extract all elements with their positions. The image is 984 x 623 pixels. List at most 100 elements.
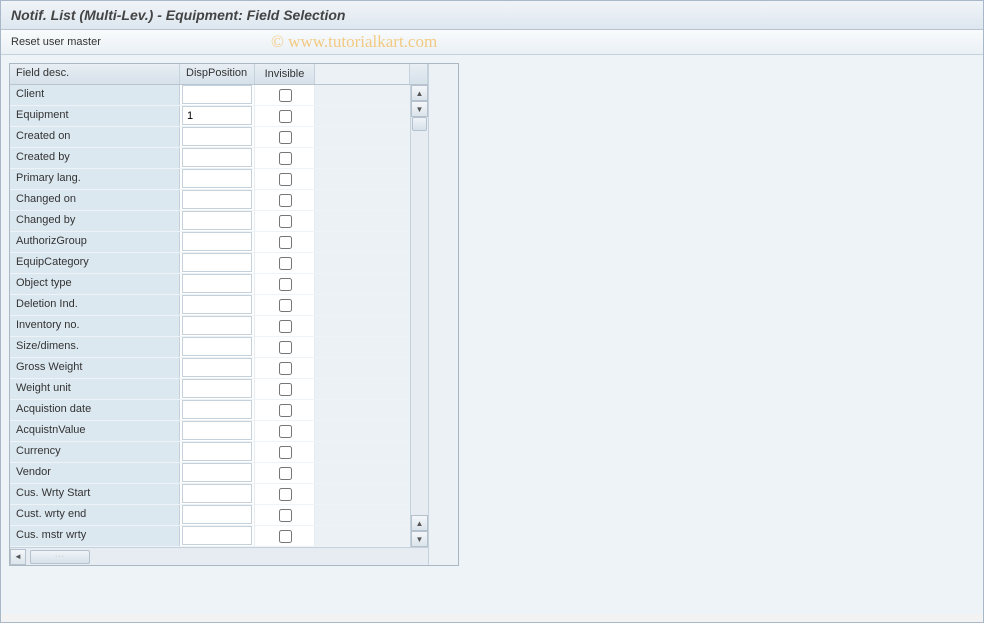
- vertical-scroll-thumb[interactable]: [412, 117, 427, 131]
- field-desc-cell[interactable]: EquipCategory: [10, 253, 180, 273]
- invisible-checkbox[interactable]: [279, 341, 292, 354]
- field-desc-cell[interactable]: Gross Weight: [10, 358, 180, 378]
- invisible-checkbox[interactable]: [279, 383, 292, 396]
- field-desc-cell[interactable]: AcquistnValue: [10, 421, 180, 441]
- reset-user-master-link[interactable]: Reset user master: [11, 36, 101, 48]
- field-desc-cell[interactable]: Inventory no.: [10, 316, 180, 336]
- disp-position-input[interactable]: [182, 442, 252, 461]
- vertical-scrollbar[interactable]: ▲ ▼ ▲ ▼: [410, 85, 428, 547]
- field-desc-cell[interactable]: Vendor: [10, 463, 180, 483]
- invisible-checkbox[interactable]: [279, 152, 292, 165]
- invisible-checkbox[interactable]: [279, 509, 292, 522]
- invisible-checkbox[interactable]: [279, 488, 292, 501]
- field-desc-cell[interactable]: Acquistion date: [10, 400, 180, 420]
- invisible-checkbox[interactable]: [279, 362, 292, 375]
- column-header-scroll-spacer: [410, 64, 428, 84]
- vertical-scroll-track[interactable]: [411, 117, 428, 515]
- disp-position-input[interactable]: [182, 421, 252, 440]
- config-column: [428, 64, 458, 565]
- invisible-checkbox[interactable]: [279, 173, 292, 186]
- field-desc-cell[interactable]: Primary lang.: [10, 169, 180, 189]
- disp-position-input[interactable]: [182, 127, 252, 146]
- field-desc-cell[interactable]: Cus. mstr wrty: [10, 526, 180, 546]
- disp-position-input[interactable]: [182, 316, 252, 335]
- invisible-checkbox[interactable]: [279, 404, 292, 417]
- field-desc-cell[interactable]: Created on: [10, 127, 180, 147]
- invisible-checkbox[interactable]: [279, 194, 292, 207]
- disp-position-input[interactable]: [182, 211, 252, 230]
- invisible-cell: [255, 211, 315, 231]
- row-spacer: [315, 148, 410, 168]
- invisible-checkbox[interactable]: [279, 215, 292, 228]
- disp-position-input[interactable]: [182, 169, 252, 188]
- invisible-checkbox[interactable]: [279, 320, 292, 333]
- row-spacer: [315, 526, 410, 546]
- column-header-field-desc[interactable]: Field desc.: [10, 64, 180, 84]
- disp-position-input[interactable]: [182, 148, 252, 167]
- invisible-checkbox[interactable]: [279, 530, 292, 543]
- field-desc-cell[interactable]: Currency: [10, 442, 180, 462]
- invisible-checkbox[interactable]: [279, 278, 292, 291]
- invisible-cell: [255, 337, 315, 357]
- table-row: Client: [10, 85, 458, 106]
- horizontal-scrollbar[interactable]: ◄ ··· ►: [10, 547, 458, 565]
- field-desc-cell[interactable]: Weight unit: [10, 379, 180, 399]
- horizontal-scroll-track[interactable]: ···: [28, 550, 440, 564]
- invisible-checkbox[interactable]: [279, 299, 292, 312]
- field-desc-cell[interactable]: Client: [10, 85, 180, 105]
- watermark-text: © www.tutorialkart.com: [271, 32, 437, 52]
- disp-position-cell: [180, 274, 255, 294]
- field-desc-cell[interactable]: Created by: [10, 148, 180, 168]
- disp-position-input[interactable]: [182, 85, 252, 104]
- disp-position-input[interactable]: [182, 379, 252, 398]
- disp-position-input[interactable]: [182, 400, 252, 419]
- disp-position-input[interactable]: [182, 190, 252, 209]
- scroll-down-button[interactable]: ▼: [411, 101, 428, 117]
- scroll-up-button-2[interactable]: ▲: [411, 515, 428, 531]
- table-row: Cust. wrty end: [10, 505, 458, 526]
- disp-position-cell: [180, 526, 255, 546]
- field-desc-cell[interactable]: Equipment: [10, 106, 180, 126]
- disp-position-input[interactable]: [182, 463, 252, 482]
- table-row: Gross Weight: [10, 358, 458, 379]
- disp-position-input[interactable]: [182, 106, 252, 125]
- disp-position-input[interactable]: [182, 253, 252, 272]
- disp-position-input[interactable]: [182, 358, 252, 377]
- disp-position-cell: [180, 190, 255, 210]
- field-desc-cell[interactable]: Cust. wrty end: [10, 505, 180, 525]
- field-desc-cell[interactable]: Changed by: [10, 211, 180, 231]
- disp-position-input[interactable]: [182, 295, 252, 314]
- scroll-up-button[interactable]: ▲: [411, 85, 428, 101]
- field-desc-cell[interactable]: Deletion Ind.: [10, 295, 180, 315]
- disp-position-input[interactable]: [182, 526, 252, 545]
- invisible-checkbox[interactable]: [279, 446, 292, 459]
- row-spacer: [315, 463, 410, 483]
- invisible-checkbox[interactable]: [279, 425, 292, 438]
- invisible-checkbox[interactable]: [279, 89, 292, 102]
- invisible-checkbox[interactable]: [279, 131, 292, 144]
- invisible-checkbox[interactable]: [279, 236, 292, 249]
- invisible-checkbox[interactable]: [279, 467, 292, 480]
- field-desc-cell[interactable]: Changed on: [10, 190, 180, 210]
- field-desc-cell[interactable]: Size/dimens.: [10, 337, 180, 357]
- field-desc-cell[interactable]: Object type: [10, 274, 180, 294]
- invisible-cell: [255, 232, 315, 252]
- row-spacer: [315, 400, 410, 420]
- disp-position-input[interactable]: [182, 274, 252, 293]
- horizontal-scroll-thumb[interactable]: ···: [30, 550, 90, 564]
- scroll-down-button-2[interactable]: ▼: [411, 531, 428, 547]
- disp-position-input[interactable]: [182, 484, 252, 503]
- disp-position-input[interactable]: [182, 505, 252, 524]
- invisible-checkbox[interactable]: [279, 110, 292, 123]
- table-body: ClientEquipmentCreated onCreated byPrima…: [10, 85, 458, 547]
- table-row: Size/dimens.: [10, 337, 458, 358]
- disp-position-input[interactable]: [182, 232, 252, 251]
- invisible-checkbox[interactable]: [279, 257, 292, 270]
- field-desc-cell[interactable]: AuthorizGroup: [10, 232, 180, 252]
- scroll-left-button[interactable]: ◄: [10, 549, 26, 565]
- column-header-invisible[interactable]: Invisible: [255, 64, 315, 84]
- table-row: AcquistnValue: [10, 421, 458, 442]
- field-desc-cell[interactable]: Cus. Wrty Start: [10, 484, 180, 504]
- column-header-disp-position[interactable]: DispPosition: [180, 64, 255, 84]
- disp-position-input[interactable]: [182, 337, 252, 356]
